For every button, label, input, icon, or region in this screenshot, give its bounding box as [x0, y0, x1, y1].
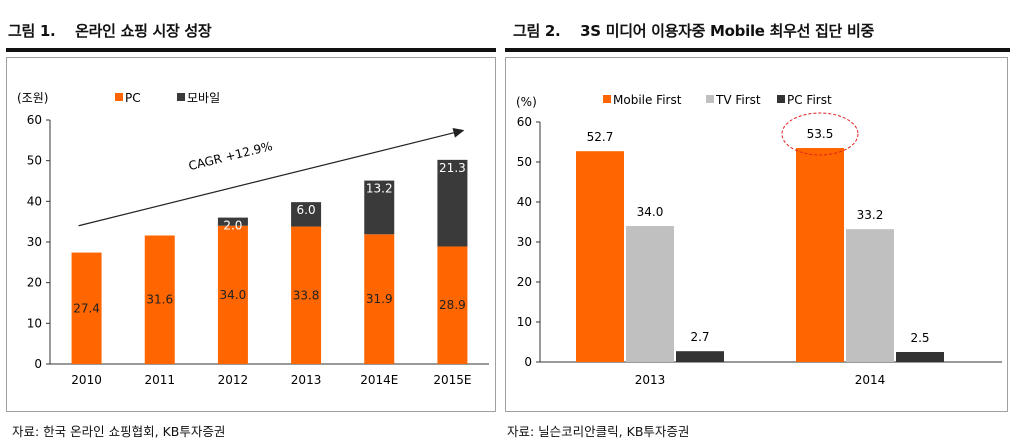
figure-2-source: 자료: 닐슨코리안클릭, KB투자증권 — [507, 424, 690, 439]
data-label: 27.4 — [73, 301, 100, 315]
x-tick-label: 2014 — [855, 373, 886, 387]
x-tick-label: 2011 — [144, 373, 175, 387]
bar-segment — [437, 159, 468, 247]
x-tick-label: 2012 — [218, 373, 249, 387]
bar-segment — [144, 235, 175, 364]
data-label: 13.2 — [366, 182, 393, 196]
x-tick-label: 2014E — [360, 373, 398, 387]
data-label: 28.9 — [439, 298, 466, 312]
legend-label: 모바일 — [187, 91, 220, 105]
highlight-ellipse — [781, 112, 859, 156]
y-tick-label: 40 — [517, 195, 532, 209]
bar — [846, 229, 894, 362]
data-label: 2.5 — [910, 331, 929, 345]
bar-segment — [217, 217, 248, 226]
cagr-arrow-line — [78, 131, 457, 227]
bar — [576, 151, 624, 362]
data-label: 34.0 — [220, 288, 247, 302]
data-label: 31.6 — [146, 293, 173, 307]
bar — [796, 148, 844, 362]
y-tick-label: 10 — [517, 315, 532, 329]
y-tick-label: 60 — [27, 113, 42, 127]
x-tick-label: 2015E — [433, 373, 471, 387]
bar-segment — [437, 246, 468, 364]
y-tick-label: 0 — [524, 355, 532, 369]
y-tick-label: 30 — [27, 235, 42, 249]
y-tick-label: 50 — [27, 154, 42, 168]
data-label: 52.7 — [587, 130, 614, 144]
data-label: 31.9 — [366, 292, 393, 306]
data-label: 21.3 — [439, 161, 466, 175]
figure-1-chart-frame: 0 10 20 30 40 50 60 (조원) PC 모바일 27.4 2010 31.6 2011 34… — [6, 57, 496, 412]
bar — [676, 351, 724, 362]
y-tick-label: 60 — [517, 115, 532, 129]
bar-segment — [71, 252, 102, 364]
y-tick-label: 50 — [517, 155, 532, 169]
legend-swatch — [177, 93, 185, 101]
figure-2-panel: 그림 2. 3S 미디어 이용자중 Mobile 최우선 집단 비중 0 10 20… — [505, 0, 1024, 448]
figure-1-panel: 그림 1. 온라인 쇼핑 시장 성장 0 10 20 30 40 50 60 (조원) PC 모바… — [0, 0, 500, 448]
cagr-annotation: CAGR +12.9% — [187, 139, 274, 173]
bar — [626, 226, 674, 362]
bar — [896, 352, 944, 362]
data-label: 6.0 — [297, 203, 316, 217]
y-tick-label: 10 — [27, 316, 42, 330]
legend-label: Mobile First — [613, 93, 682, 107]
x-tick-label: 2013 — [291, 373, 322, 387]
cagr-arrow-head — [452, 127, 465, 138]
figure-2-title-rule — [505, 48, 1010, 52]
y-tick-label: 30 — [517, 235, 532, 249]
data-label: 2.7 — [690, 330, 709, 344]
bar-segment — [291, 202, 322, 227]
legend-swatch — [603, 95, 611, 103]
legend-label: PC First — [787, 93, 832, 107]
y-tick-label: 20 — [27, 276, 42, 290]
y-tick-label: 40 — [27, 194, 42, 208]
figure-1-title-rule — [6, 48, 496, 52]
data-label: 34.0 — [637, 205, 664, 219]
legend-label: TV First — [715, 93, 761, 107]
figure-1-source: 자료: 한국 온라인 쇼핑협회, KB투자증권 — [12, 424, 226, 439]
legend-swatch — [115, 93, 123, 101]
x-tick-label: 2013 — [635, 373, 666, 387]
online-shopping-chart: 0 10 20 30 40 50 60 (조원) PC 모바일 27.4 2010 31.6 2011 34… — [17, 91, 489, 387]
legend-swatch — [777, 95, 785, 103]
y-tick-label: 20 — [517, 275, 532, 289]
y-unit-label: (%) — [516, 95, 537, 109]
legend-label: PC — [125, 91, 141, 105]
data-label: 53.5 — [807, 127, 834, 141]
figure-2-chart-frame: 0 10 20 30 40 50 60 (%) Mobile First TV First PC F… — [505, 57, 1008, 412]
bar-segment — [217, 225, 248, 364]
data-label: 2.0 — [223, 219, 242, 233]
bar-segment — [291, 226, 322, 364]
y-unit-label: (조원) — [17, 91, 48, 105]
data-label: 33.8 — [293, 288, 320, 302]
bar-segment — [364, 180, 395, 235]
data-label: 33.2 — [857, 208, 884, 222]
bar-segment — [364, 234, 395, 364]
mobile-first-share-chart: 0 10 20 30 40 50 60 (%) Mobile First TV First PC F… — [516, 93, 1002, 387]
legend-swatch — [706, 95, 714, 103]
figure-1-title: 그림 1. 온라인 쇼핑 시장 성장 — [8, 22, 212, 40]
x-tick-label: 2010 — [71, 373, 102, 387]
figure-2-title: 그림 2. 3S 미디어 이용자중 Mobile 최우선 집단 비중 — [513, 22, 874, 40]
y-tick-label: 0 — [34, 357, 42, 371]
